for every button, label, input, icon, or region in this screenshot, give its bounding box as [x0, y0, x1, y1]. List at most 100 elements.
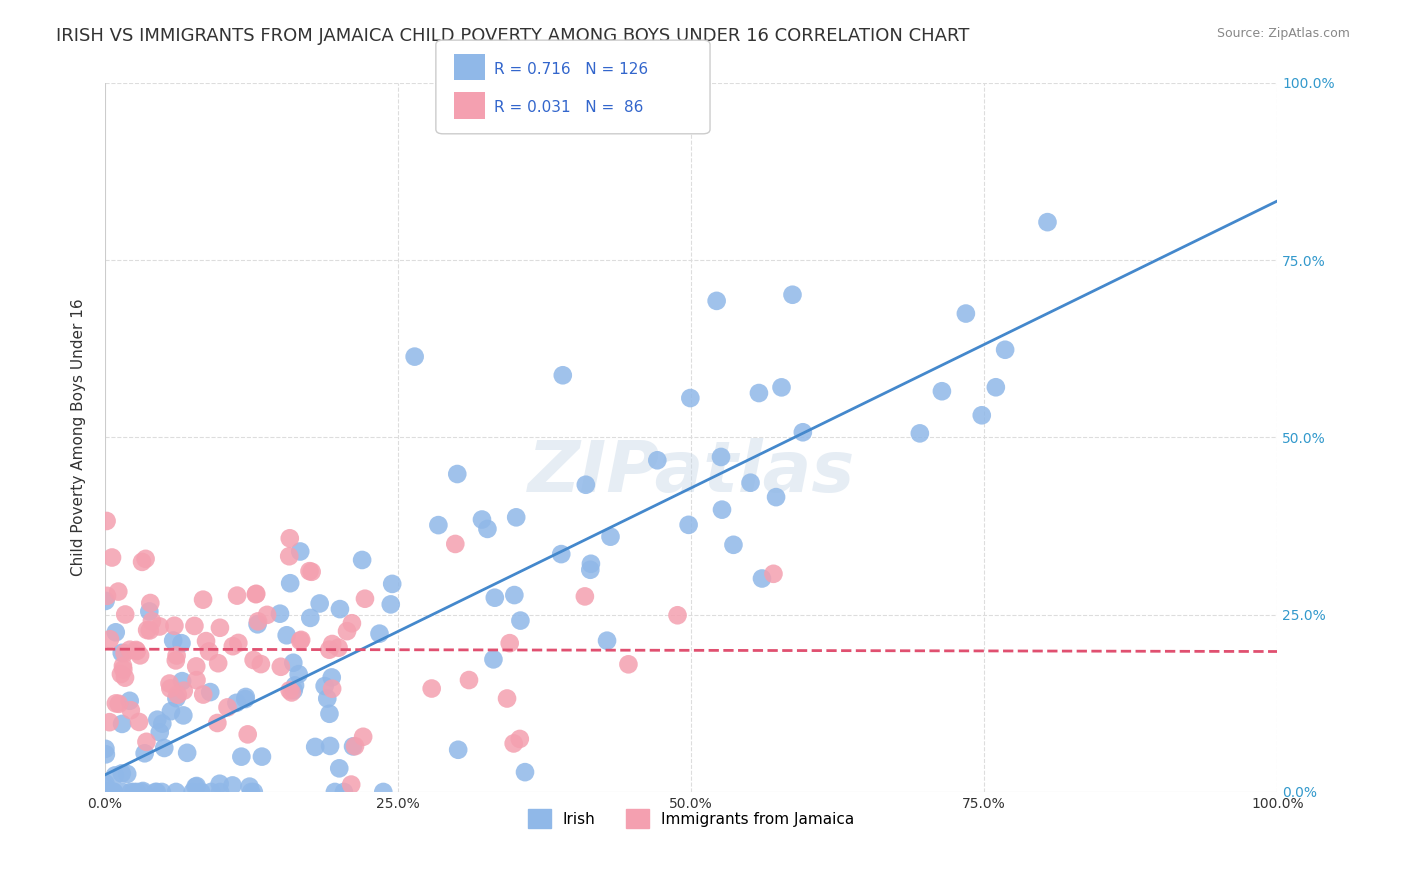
- Irish: [711, 502, 734, 516]
- Irish: [200, 785, 222, 799]
- Irish: [100, 785, 122, 799]
- Immigrants from Jamaica: [278, 531, 301, 545]
- Irish: [186, 779, 208, 793]
- Irish: [994, 343, 1017, 357]
- Immigrants from Jamaica: [328, 640, 350, 655]
- Immigrants from Jamaica: [444, 537, 467, 551]
- Irish: [299, 611, 322, 625]
- Immigrants from Jamaica: [183, 619, 205, 633]
- Text: Source: ZipAtlas.com: Source: ZipAtlas.com: [1216, 27, 1350, 40]
- Immigrants from Jamaica: [226, 589, 249, 603]
- Irish: [94, 785, 117, 799]
- Irish: [138, 604, 160, 618]
- Irish: [94, 747, 117, 762]
- Irish: [120, 785, 142, 799]
- Irish: [596, 633, 619, 648]
- Immigrants from Jamaica: [125, 643, 148, 657]
- Irish: [165, 691, 187, 706]
- Immigrants from Jamaica: [207, 716, 229, 731]
- Immigrants from Jamaica: [290, 632, 312, 647]
- Irish: [342, 739, 364, 754]
- Immigrants from Jamaica: [112, 662, 135, 676]
- Irish: [304, 739, 326, 754]
- Irish: [118, 694, 141, 708]
- Irish: [276, 628, 298, 642]
- Immigrants from Jamaica: [278, 683, 301, 698]
- Irish: [1036, 215, 1059, 229]
- Irish: [287, 667, 309, 681]
- Irish: [290, 544, 312, 558]
- Immigrants from Jamaica: [110, 667, 132, 681]
- Irish: [765, 490, 787, 504]
- Irish: [505, 510, 527, 524]
- Irish: [132, 784, 155, 798]
- Immigrants from Jamaica: [256, 607, 278, 622]
- Immigrants from Jamaica: [321, 637, 343, 651]
- Irish: [706, 293, 728, 308]
- Immigrants from Jamaica: [318, 642, 340, 657]
- Irish: [150, 785, 173, 799]
- Immigrants from Jamaica: [125, 644, 148, 658]
- Irish: [160, 704, 183, 718]
- Irish: [125, 785, 148, 799]
- Immigrants from Jamaica: [114, 646, 136, 660]
- Irish: [404, 350, 426, 364]
- Irish: [98, 785, 121, 799]
- Immigrants from Jamaica: [343, 739, 366, 754]
- Immigrants from Jamaica: [574, 590, 596, 604]
- Irish: [318, 706, 340, 721]
- Irish: [319, 739, 342, 753]
- Immigrants from Jamaica: [107, 697, 129, 711]
- Irish: [208, 777, 231, 791]
- Irish: [770, 380, 793, 394]
- Immigrants from Jamaica: [354, 591, 377, 606]
- Immigrants from Jamaica: [217, 700, 239, 714]
- Immigrants from Jamaica: [301, 565, 323, 579]
- Irish: [748, 386, 770, 401]
- Immigrants from Jamaica: [208, 621, 231, 635]
- Immigrants from Jamaica: [165, 653, 187, 667]
- Irish: [723, 538, 745, 552]
- Irish: [240, 785, 263, 799]
- Irish: [955, 307, 977, 321]
- Immigrants from Jamaica: [195, 634, 218, 648]
- Irish: [238, 780, 260, 794]
- Irish: [162, 633, 184, 648]
- Immigrants from Jamaica: [298, 564, 321, 578]
- Irish: [150, 716, 173, 731]
- Irish: [233, 692, 256, 706]
- Immigrants from Jamaica: [114, 607, 136, 622]
- Immigrants from Jamaica: [496, 691, 519, 706]
- Irish: [221, 779, 243, 793]
- Y-axis label: Child Poverty Among Boys Under 16: Child Poverty Among Boys Under 16: [72, 299, 86, 576]
- Immigrants from Jamaica: [131, 555, 153, 569]
- Irish: [792, 425, 814, 440]
- Legend: Irish, Immigrants from Jamaica: Irish, Immigrants from Jamaica: [522, 803, 860, 834]
- Irish: [176, 746, 198, 760]
- Immigrants from Jamaica: [236, 727, 259, 741]
- Immigrants from Jamaica: [321, 681, 343, 696]
- Irish: [165, 785, 187, 799]
- Immigrants from Jamaica: [159, 681, 181, 696]
- Text: R = 0.031   N =  86: R = 0.031 N = 86: [494, 101, 643, 115]
- Irish: [427, 518, 450, 533]
- Irish: [111, 785, 134, 799]
- Immigrants from Jamaica: [250, 657, 273, 671]
- Immigrants from Jamaica: [135, 735, 157, 749]
- Irish: [482, 652, 505, 666]
- Irish: [509, 614, 531, 628]
- Immigrants from Jamaica: [270, 660, 292, 674]
- Immigrants from Jamaica: [111, 659, 134, 673]
- Irish: [225, 696, 247, 710]
- Irish: [103, 785, 125, 799]
- Immigrants from Jamaica: [352, 730, 374, 744]
- Irish: [131, 785, 153, 799]
- Irish: [550, 547, 572, 561]
- Irish: [710, 450, 733, 464]
- Irish: [333, 785, 356, 799]
- Irish: [599, 530, 621, 544]
- Irish: [172, 674, 194, 689]
- Immigrants from Jamaica: [139, 624, 162, 638]
- Irish: [329, 602, 352, 616]
- Irish: [134, 747, 156, 761]
